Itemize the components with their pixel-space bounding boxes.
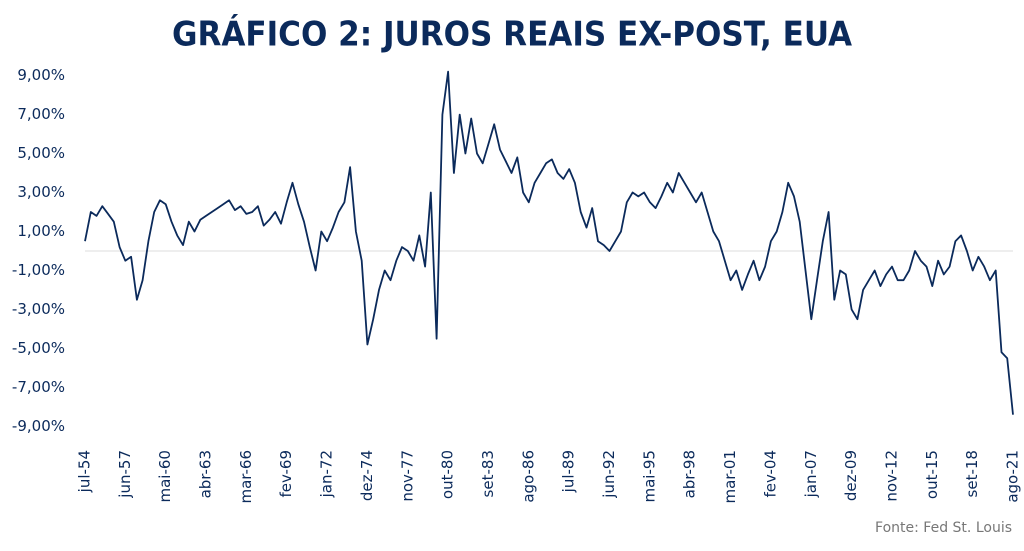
x-tick-label: ago-21 <box>1004 450 1022 503</box>
y-tick-label: -5,00% <box>12 339 65 357</box>
x-tick-label: abr-98 <box>681 450 699 498</box>
y-tick-label: 1,00% <box>17 222 65 240</box>
x-tick-label: nov-12 <box>882 450 900 502</box>
x-tick-label: abr-63 <box>197 450 215 498</box>
x-tick-label: fev-04 <box>761 450 779 497</box>
x-tick-label: out-80 <box>439 450 457 499</box>
x-tick-label: dez-74 <box>358 450 376 501</box>
y-tick-label: 3,00% <box>17 183 65 201</box>
x-tick-label: jun-57 <box>116 450 134 499</box>
x-tick-label: set-83 <box>479 450 497 497</box>
y-tick-label: 9,00% <box>17 66 65 84</box>
x-tick-label: jan-07 <box>802 450 820 498</box>
x-tick-label: mai-60 <box>156 450 174 502</box>
x-tick-label: jul-54 <box>76 450 94 493</box>
y-tick-label: -9,00% <box>12 417 65 435</box>
x-tick-label: mar-01 <box>721 450 739 504</box>
y-tick-label: 7,00% <box>17 105 65 123</box>
x-tick-label: out-15 <box>923 450 941 499</box>
x-tick-label: nov-77 <box>398 450 416 502</box>
x-tick-label: set-18 <box>963 450 981 497</box>
source-note: Fonte: Fed St. Louis <box>875 520 1012 536</box>
x-tick-label: ago-86 <box>519 450 537 503</box>
y-tick-label: -1,00% <box>12 261 65 279</box>
y-tick-label: -7,00% <box>12 378 65 396</box>
y-tick-label: 5,00% <box>17 144 65 162</box>
data-line <box>84 70 1014 415</box>
x-tick-label: dez-09 <box>842 450 860 501</box>
chart-title: GRÁFICO 2: JUROS REAIS EX-POST, EUA <box>172 14 852 55</box>
y-tick-label: -3,00% <box>12 300 65 318</box>
x-tick-label: jul-89 <box>560 450 578 493</box>
x-tick-label: mai-95 <box>640 450 658 502</box>
x-tick-label: fev-69 <box>277 450 295 497</box>
x-tick-label: jun-92 <box>600 450 618 499</box>
x-tick-label: mar-66 <box>237 450 255 504</box>
x-tick-label: jan-72 <box>318 450 336 498</box>
